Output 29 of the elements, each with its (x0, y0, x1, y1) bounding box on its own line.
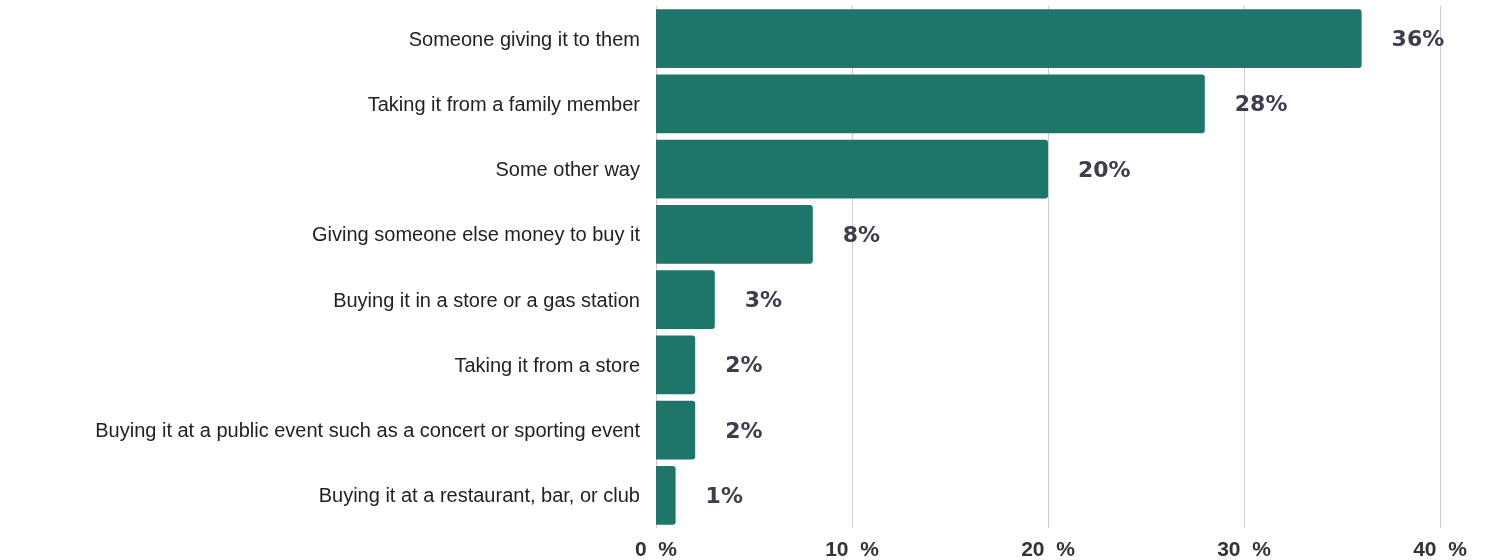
data-label: 3% (744, 287, 783, 313)
x-tick-label: 0 % (634, 537, 678, 560)
data-label: 2% (725, 417, 763, 443)
data-label: 2% (725, 352, 763, 378)
x-tick-label: 30 % (1217, 537, 1272, 560)
data-label: 28% (1234, 91, 1288, 117)
data-label: 1% (705, 482, 743, 508)
x-tick-label: 20 % (1021, 537, 1076, 560)
bar (656, 205, 813, 264)
x-tick-label: 10 % (825, 537, 880, 560)
bar (656, 270, 715, 329)
bar (656, 466, 676, 525)
bar (656, 335, 696, 395)
bar (656, 139, 1048, 199)
y-tick-label: Some other way (495, 158, 640, 181)
y-tick-label: Someone giving it to them (408, 27, 640, 50)
bar (656, 400, 696, 460)
data-label: 36% (1391, 26, 1445, 52)
y-tick-label: Buying it at a restaurant, bar, or club (318, 484, 640, 507)
y-tick-label: Buying it in a store or a gas station (333, 288, 640, 311)
y-tick-label: Taking it from a store (454, 353, 640, 376)
data-label: 20% (1078, 156, 1131, 182)
bar (656, 9, 1362, 68)
bar (656, 74, 1205, 134)
y-tick-label: Taking it from a family member (367, 92, 641, 115)
data-label: 8% (842, 221, 881, 247)
y-tick-label: Buying it at a public event such as a concert or sporting event (95, 419, 641, 442)
x-tick-label: 40 % (1413, 537, 1468, 560)
y-tick-label: Giving someone else money to buy it (312, 223, 641, 246)
